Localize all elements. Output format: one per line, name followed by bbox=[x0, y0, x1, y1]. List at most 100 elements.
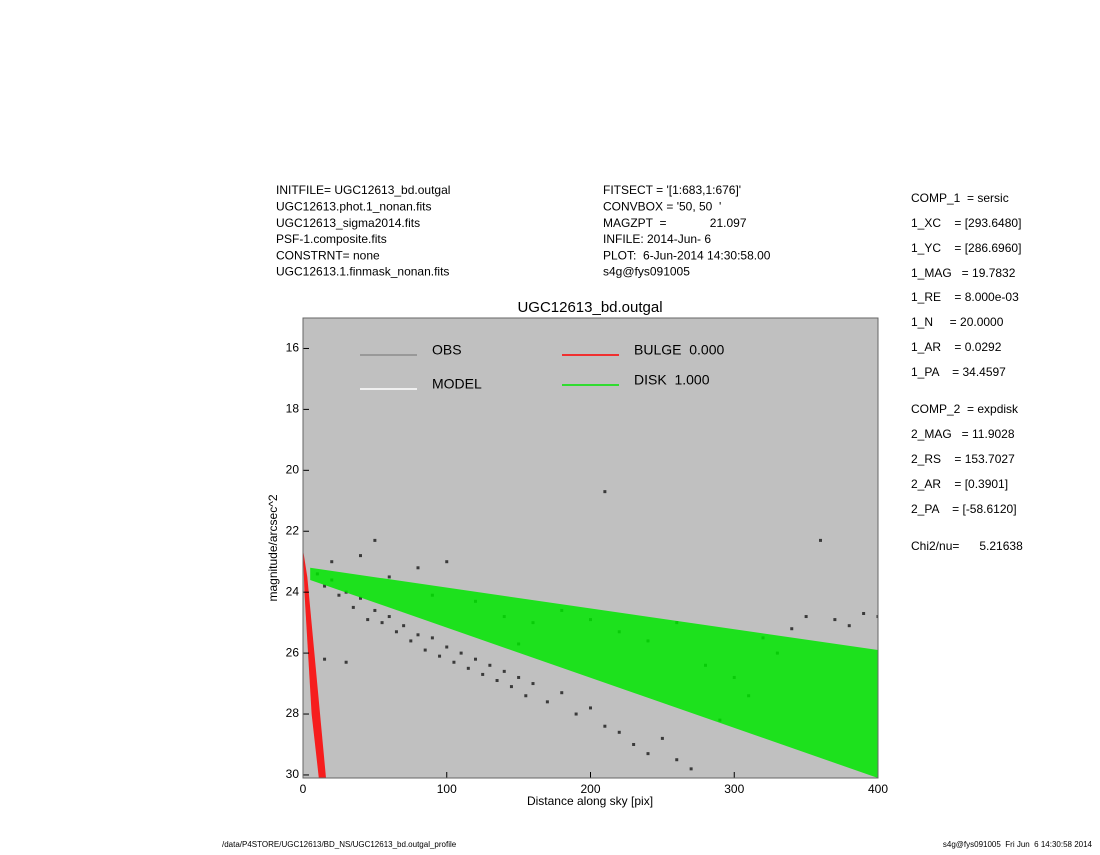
data-point bbox=[862, 611, 866, 615]
legend-label: OBS bbox=[432, 342, 462, 358]
data-point bbox=[373, 608, 377, 612]
data-point bbox=[502, 669, 506, 673]
header-text: FITSECT = '[1:683,1:676]' bbox=[603, 183, 741, 197]
x-tick-label: 300 bbox=[724, 782, 744, 796]
y-axis-label: magnitude/arcsec^2 bbox=[266, 494, 280, 601]
y-tick-label: 18 bbox=[286, 402, 300, 416]
data-point bbox=[495, 679, 499, 683]
footer-right: s4g@fys091005 Fri Jun 6 14:30:58 2014 bbox=[943, 840, 1093, 849]
x-tick-label: 100 bbox=[437, 782, 457, 796]
data-point bbox=[416, 633, 420, 637]
data-point bbox=[603, 724, 607, 728]
y-tick-label: 30 bbox=[286, 767, 300, 781]
data-point bbox=[617, 730, 621, 734]
data-point bbox=[689, 767, 693, 771]
y-tick-label: 26 bbox=[286, 645, 300, 659]
data-point bbox=[344, 660, 348, 664]
data-point bbox=[603, 490, 607, 494]
data-point bbox=[438, 654, 442, 658]
data-point bbox=[416, 566, 420, 570]
data-point bbox=[330, 560, 334, 564]
header-text: UGC12613_sigma2014.fits bbox=[276, 216, 420, 230]
header-text: MAGZPT = 21.097 bbox=[603, 216, 747, 230]
fit-parameter: 2_RS = 153.7027 bbox=[911, 452, 1015, 466]
legend-label: DISK 1.000 bbox=[634, 372, 710, 388]
header-text: UGC12613.phot.1_nonan.fits bbox=[276, 199, 431, 213]
data-point bbox=[819, 538, 822, 542]
header-text: INITFILE= UGC12613_bd.outgal bbox=[276, 183, 450, 197]
fit-parameter: COMP_2 = expdisk bbox=[911, 402, 1019, 416]
header-text: UGC12613.1.finmask_nonan.fits bbox=[276, 265, 449, 279]
data-point bbox=[351, 605, 355, 609]
data-point bbox=[524, 694, 528, 698]
y-tick-label: 24 bbox=[286, 584, 300, 598]
footer-left: /data/P4STORE/UGC12613/BD_NS/UGC12613_bd… bbox=[222, 840, 457, 849]
data-point bbox=[359, 596, 362, 600]
data-point bbox=[646, 752, 650, 756]
fit-parameter: 1_MAG = 19.7832 bbox=[911, 266, 1016, 280]
data-point bbox=[545, 700, 549, 704]
data-point bbox=[632, 742, 636, 746]
fit-parameter: Chi2/nu= 5.21638 bbox=[911, 539, 1023, 553]
data-point bbox=[481, 672, 485, 676]
plot-frame bbox=[302, 317, 879, 779]
data-point bbox=[876, 615, 878, 619]
data-point bbox=[366, 618, 370, 622]
fit-parameter: 2_AR = [0.3901] bbox=[911, 477, 1008, 491]
data-point bbox=[574, 712, 578, 716]
fit-parameter: 1_PA = 34.4597 bbox=[911, 365, 1006, 379]
header-text: CONVBOX = '50, 50 ' bbox=[603, 199, 721, 213]
data-point bbox=[409, 639, 413, 643]
legend-label: BULGE 0.000 bbox=[634, 342, 724, 358]
data-point bbox=[509, 685, 513, 689]
data-point bbox=[380, 621, 384, 625]
data-point bbox=[466, 666, 470, 670]
y-tick-label: 16 bbox=[286, 341, 300, 355]
data-point bbox=[387, 615, 391, 619]
data-point bbox=[474, 657, 477, 661]
header-text: s4g@fys091005 bbox=[603, 265, 690, 279]
header-text: CONSTRNT= none bbox=[276, 248, 380, 262]
fit-parameter: 1_AR = 0.0292 bbox=[911, 340, 1002, 354]
data-point bbox=[833, 618, 837, 622]
x-axis-label: Distance along sky [pix] bbox=[527, 794, 653, 808]
legend-label: MODEL bbox=[432, 376, 482, 392]
fit-parameter: 2_PA = [-58.6120] bbox=[911, 502, 1017, 516]
model-region bbox=[303, 549, 326, 778]
data-point bbox=[589, 706, 592, 710]
chart-title: UGC12613_bd.outgal bbox=[517, 299, 662, 316]
data-point bbox=[675, 758, 679, 762]
fit-parameter: 1_N = 20.0000 bbox=[911, 315, 1004, 329]
y-tick-label: 22 bbox=[286, 523, 300, 537]
x-tick-label: 0 bbox=[300, 782, 307, 796]
plot-marks bbox=[303, 490, 878, 778]
data-point bbox=[531, 682, 535, 686]
fit-parameter: 1_YC = [286.6960] bbox=[911, 241, 1021, 255]
y-tick-label: 20 bbox=[286, 462, 300, 476]
data-point bbox=[445, 560, 449, 564]
fit-parameter: 2_MAG = 11.9028 bbox=[911, 427, 1015, 441]
data-point bbox=[459, 651, 463, 655]
data-point bbox=[560, 691, 564, 695]
fit-parameter: COMP_1 = sersic bbox=[911, 191, 1009, 205]
y-tick-label: 28 bbox=[286, 706, 300, 720]
data-point bbox=[359, 554, 362, 558]
data-point bbox=[847, 624, 851, 628]
x-tick-label: 200 bbox=[580, 782, 600, 796]
data-point bbox=[430, 636, 434, 640]
data-point bbox=[790, 627, 794, 631]
data-point bbox=[804, 615, 808, 619]
data-point bbox=[394, 630, 398, 634]
header-text: INFILE: 2014-Jun- 6 bbox=[603, 232, 711, 246]
data-point bbox=[445, 645, 449, 649]
data-point bbox=[323, 584, 327, 588]
data-point bbox=[660, 736, 664, 740]
data-point bbox=[337, 593, 341, 597]
data-point bbox=[402, 624, 406, 628]
data-point bbox=[373, 538, 377, 542]
fit-parameter: 1_XC = [293.6480] bbox=[911, 216, 1021, 230]
data-point bbox=[452, 660, 456, 664]
x-tick-label: 400 bbox=[868, 782, 888, 796]
data-point bbox=[517, 675, 521, 679]
